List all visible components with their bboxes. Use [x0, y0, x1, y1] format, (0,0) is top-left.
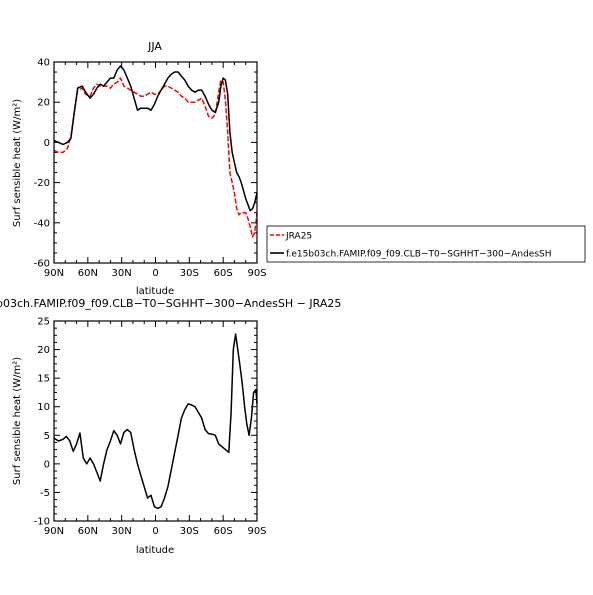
- axis-ticks: 90N 60N 30N 0 30S 60S 90S -10 -5 0 5 10 15 20 25: [34, 317, 267, 538]
- y-tick-label: 10: [37, 402, 50, 413]
- legend-box: [266, 225, 586, 263]
- y-tick-label: -40: [34, 218, 50, 229]
- x-tick-label: 90S: [247, 526, 266, 537]
- y-tick-label: -5: [40, 488, 50, 499]
- x-axis-label: latitude: [136, 286, 174, 297]
- y-tick-label: 0: [44, 138, 50, 149]
- y-tick-label: 0: [44, 459, 50, 470]
- x-tick-label: 90S: [247, 268, 266, 279]
- x-tick-label: 30S: [180, 526, 199, 537]
- x-axis-label: latitude: [136, 545, 174, 556]
- x-tick-label: 30S: [180, 268, 199, 279]
- y-tick-label: -10: [34, 517, 50, 528]
- plot-frame: [53, 320, 258, 522]
- y-tick-label: 25: [37, 317, 50, 328]
- y-tick-label: 5: [44, 431, 50, 442]
- y-tick-label: -20: [34, 178, 50, 189]
- legend: JRA25 f.e15b03ch.FAMIP.f09_f09.CLB−T0−SG…: [266, 225, 586, 263]
- chart-title: f.e15b03ch.FAMIP.f09_f09.CLB−T0−SGHHT−30…: [0, 297, 341, 310]
- x-tick-label: 60S: [214, 526, 233, 537]
- legend-label-jra25: JRA25: [285, 232, 312, 242]
- x-tick-label: 0: [152, 526, 158, 537]
- series-lines: [53, 65, 258, 238]
- x-tick-label: 90N: [44, 268, 64, 279]
- x-tick-label: 90N: [44, 526, 64, 537]
- x-tick-label: 30N: [112, 268, 132, 279]
- series-model-line: [53, 65, 258, 212]
- y-tick-label: 15: [37, 374, 50, 385]
- series-lines: [53, 333, 258, 510]
- y-tick-label: 40: [37, 58, 50, 69]
- axis-ticks: 90N 60N 30N 0 30S 60S 90S -60 -40 -20 0 20 40: [34, 58, 267, 280]
- series-jra25-line: [53, 77, 258, 238]
- y-axis-label: Surf sensible heat (W/m²): [12, 99, 23, 227]
- x-tick-label: 60N: [78, 268, 98, 279]
- x-tick-label: 60S: [214, 268, 233, 279]
- y-tick-label: 20: [37, 98, 50, 109]
- plot-frame: [53, 61, 258, 264]
- top-panel: JJA latitude Surf sensible heat (W/m²) 9…: [12, 40, 267, 297]
- y-tick-label: -60: [34, 259, 50, 270]
- x-tick-label: 0: [152, 268, 158, 279]
- y-tick-label: 20: [37, 345, 50, 356]
- bottom-panel: f.e15b03ch.FAMIP.f09_f09.CLB−T0−SGHHT−30…: [0, 297, 341, 556]
- chart-title: JJA: [147, 40, 162, 53]
- series-difference-line: [53, 333, 258, 510]
- x-tick-label: 30N: [112, 526, 132, 537]
- y-axis-label: Surf sensible heat (W/m²): [12, 357, 23, 485]
- x-tick-label: 60N: [78, 526, 98, 537]
- legend-label-model: f.e15b03ch.FAMIP.f09_f09.CLB−T0−SGHHT−30…: [286, 250, 552, 260]
